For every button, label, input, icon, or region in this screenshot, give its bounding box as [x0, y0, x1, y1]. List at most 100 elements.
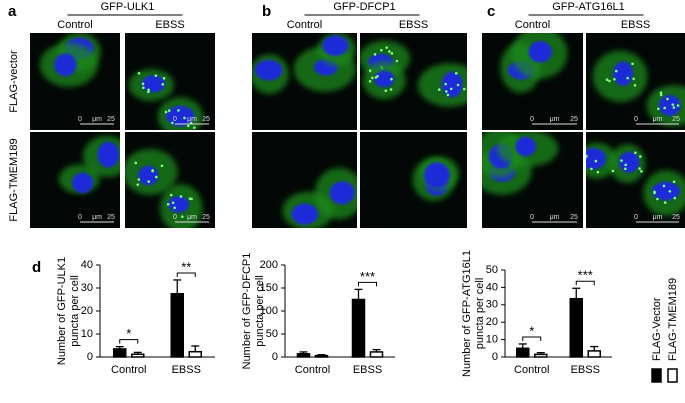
column-label: Control [515, 19, 550, 31]
puncta [161, 83, 165, 86]
puncta [154, 175, 158, 179]
puncta [624, 163, 628, 167]
micrograph [125, 33, 215, 130]
y-tick-label: 150 [260, 282, 278, 294]
y-tick-label: 30 [81, 282, 93, 294]
significance-bracket [522, 336, 542, 341]
puncta [672, 180, 676, 184]
puncta [173, 206, 176, 210]
cells [360, 40, 467, 107]
error-bar [590, 345, 599, 351]
scale-end: 25 [672, 116, 680, 123]
puncta [193, 126, 196, 129]
puncta [672, 106, 676, 109]
puncta [166, 203, 170, 206]
error-bar [354, 288, 363, 300]
puncta [186, 124, 190, 128]
y-tick-label: 100 [260, 305, 278, 317]
puncta [632, 77, 635, 81]
x-tick-label: EBSS [571, 364, 600, 376]
nucleus [329, 181, 355, 205]
error-bar [572, 287, 581, 299]
scale-unit: μm [653, 214, 663, 221]
x-tick-label: Control [111, 364, 146, 376]
scale-unit: μm [92, 214, 102, 221]
bar [569, 297, 583, 358]
scale-unit: μm [187, 214, 197, 221]
puncta [663, 201, 667, 204]
error-bar [173, 279, 182, 294]
significance-label: * [529, 323, 534, 338]
puncta [653, 190, 656, 194]
bar [587, 350, 601, 358]
puncta [151, 169, 154, 173]
puncta [167, 109, 171, 112]
significance-bracket [119, 339, 139, 344]
row-label: FLAG-vector [8, 50, 20, 113]
micrograph [125, 132, 215, 228]
nucleus [658, 95, 681, 116]
y-tick-label: 40 [486, 281, 498, 293]
puncta [147, 90, 150, 94]
nucleus [613, 61, 634, 86]
puncta [164, 110, 168, 114]
puncta [137, 178, 141, 181]
micrograph [482, 132, 583, 228]
puncta [623, 167, 627, 171]
significance-label: *** [578, 268, 593, 283]
puncta [181, 215, 184, 218]
y-axis-label: Number of GFP-ULK1 [56, 257, 68, 365]
cells [282, 167, 357, 228]
puncta [147, 180, 151, 183]
puncta [657, 107, 660, 111]
x-tick-label: Control [514, 364, 549, 376]
puncta [385, 46, 389, 49]
puncta [147, 88, 150, 92]
scale-start: 0 [78, 214, 82, 221]
puncta [162, 77, 166, 80]
micrograph [586, 33, 685, 130]
puncta [671, 103, 675, 106]
puncta [395, 59, 399, 63]
puncta [177, 109, 180, 112]
y-tick-label: 10 [486, 334, 498, 346]
significance-bracket [575, 280, 595, 286]
nucleus [652, 181, 680, 201]
puncta [676, 104, 680, 107]
puncta [620, 159, 623, 162]
error-bar [191, 345, 200, 352]
x-tick-label: Control [295, 364, 330, 376]
puncta [605, 78, 609, 81]
y-tick-label: 30 [486, 299, 498, 311]
scale-end: 25 [672, 214, 680, 221]
bar [369, 351, 384, 358]
cells [482, 132, 559, 195]
puncta [371, 76, 374, 80]
puncta [613, 78, 616, 81]
puncta [640, 170, 643, 173]
significance-label: *** [360, 269, 375, 284]
nucleus [528, 41, 552, 63]
micrograph [586, 132, 685, 228]
scale-start: 0 [173, 116, 177, 123]
nucleus [166, 105, 195, 127]
y-tick-label: 20 [486, 316, 498, 328]
y-tick-label: 20 [81, 305, 93, 317]
puncta [160, 164, 164, 168]
nucleus [72, 172, 94, 194]
nucleus [374, 70, 395, 88]
scale-end: 25 [202, 214, 210, 221]
scale-unit: μm [92, 116, 102, 123]
scale-end: 25 [107, 116, 115, 123]
puncta [376, 74, 379, 78]
puncta [608, 79, 611, 83]
puncta [384, 89, 388, 93]
column-label: EBSS [621, 19, 650, 31]
nucleus [586, 148, 606, 170]
puncta [437, 88, 441, 91]
row-label: FLAG-TMEM189 [8, 138, 20, 221]
cells [500, 33, 568, 93]
cells [125, 149, 203, 228]
panel-label: c [487, 3, 495, 20]
puncta [444, 82, 447, 86]
